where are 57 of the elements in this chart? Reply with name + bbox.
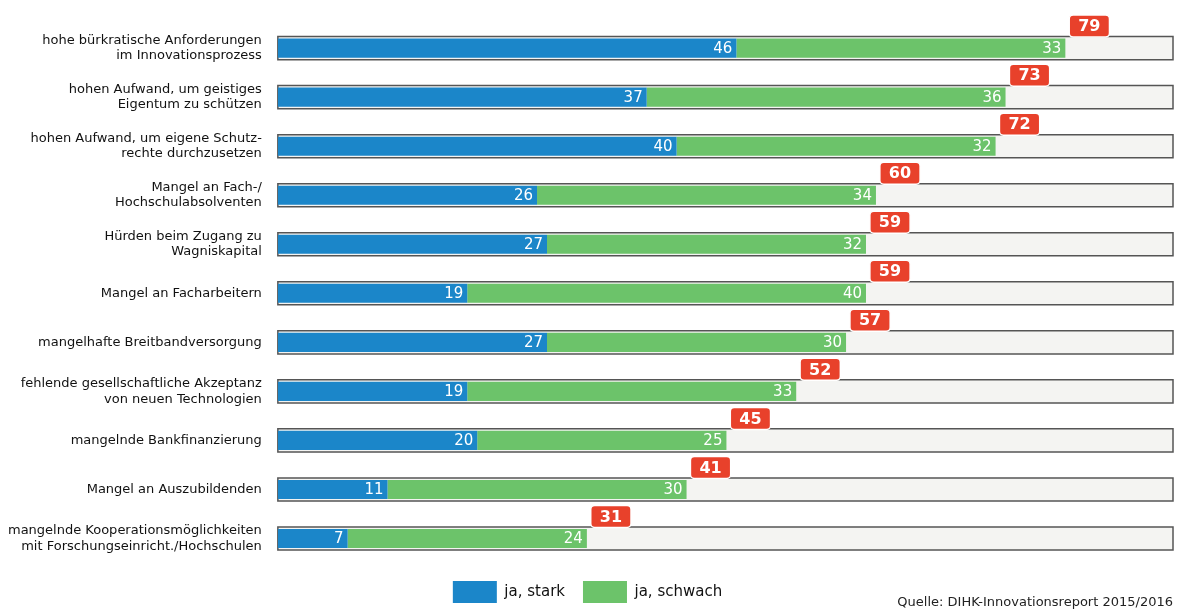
total-label: 57 bbox=[858, 310, 882, 330]
data-label: 33 bbox=[1042, 39, 1062, 58]
data-label: 46 bbox=[713, 39, 733, 58]
bar bbox=[277, 430, 478, 450]
total-label: 72 bbox=[1008, 114, 1031, 134]
legend-label: ja, stark bbox=[503, 581, 566, 600]
data-label: 20 bbox=[454, 431, 474, 450]
data-label: 19 bbox=[444, 382, 464, 401]
bar bbox=[277, 283, 468, 303]
data-label: 34 bbox=[852, 186, 872, 205]
y-tick-label: mangelhafte Breitbandversorgung bbox=[38, 333, 262, 349]
data-label: 19 bbox=[444, 284, 464, 303]
data-label: 27 bbox=[523, 333, 543, 352]
y-tick-label: mangelnde Kooperationsmöglichkeiten mit Forschungseinricht./Hochschulen bbox=[7, 522, 262, 553]
data-label: 36 bbox=[982, 88, 1002, 107]
y-tick-label: fehlende gesellschaftliche Akzeptanz von neuen Technologien bbox=[20, 374, 263, 406]
bar bbox=[277, 234, 547, 254]
data-label: 37 bbox=[623, 88, 643, 107]
y-tick-label: hohen Aufwand, um geistiges Eigentum zu schützen bbox=[68, 80, 263, 112]
bar bbox=[277, 479, 388, 500]
total-label: 59 bbox=[878, 212, 902, 232]
total-label: 45 bbox=[739, 408, 762, 428]
data-label: 30 bbox=[663, 480, 683, 499]
data-label: 32 bbox=[842, 235, 862, 254]
data-label: 40 bbox=[842, 284, 862, 303]
data-label: 11 bbox=[364, 480, 384, 499]
data-label: 40 bbox=[653, 137, 673, 156]
total-label: 60 bbox=[888, 163, 912, 183]
bar bbox=[347, 528, 587, 549]
y-tick-label: mangelnde Bankfinanzierung bbox=[70, 431, 262, 447]
legend-label: ja, schwach bbox=[633, 581, 723, 600]
total-label: 52 bbox=[809, 359, 832, 379]
y-tick-label: Mangel an Fach-/ Hochschulabsolventen bbox=[114, 178, 263, 210]
y-tick-label: Hürden beim Zugang zu Wagniskapital bbox=[104, 227, 262, 259]
y-tick-label: hohe bürkratische Anforderungen im Innovationsprozess bbox=[42, 31, 263, 63]
data-label: 25 bbox=[703, 431, 723, 450]
total-label: 73 bbox=[1018, 65, 1041, 85]
data-label: 26 bbox=[513, 186, 534, 205]
bar bbox=[277, 185, 538, 205]
y-tick-label: hohen Aufwand, um eigene Schutz- rechte durchzusetzen bbox=[30, 129, 263, 161]
total-label: 41 bbox=[699, 457, 722, 477]
bar bbox=[277, 528, 348, 549]
total-label: 31 bbox=[599, 506, 623, 526]
total-label: 59 bbox=[878, 261, 902, 281]
total-label: 79 bbox=[1078, 16, 1101, 36]
data-label: 27 bbox=[523, 235, 543, 254]
data-label: 24 bbox=[563, 529, 583, 548]
bar bbox=[277, 381, 468, 401]
data-label: 32 bbox=[972, 137, 992, 156]
y-tick-label: Mangel an Facharbeitern bbox=[100, 284, 262, 300]
bar bbox=[477, 430, 727, 450]
bar bbox=[277, 332, 547, 352]
data-label: 30 bbox=[822, 333, 843, 352]
y-tick-label: Mangel an Auszubildenden bbox=[86, 480, 262, 496]
source-note: Quelle: DIHK-Innovationsreport 2015/2016 bbox=[897, 594, 1173, 609]
data-label: 7 bbox=[334, 529, 344, 548]
data-label: 33 bbox=[773, 382, 793, 401]
